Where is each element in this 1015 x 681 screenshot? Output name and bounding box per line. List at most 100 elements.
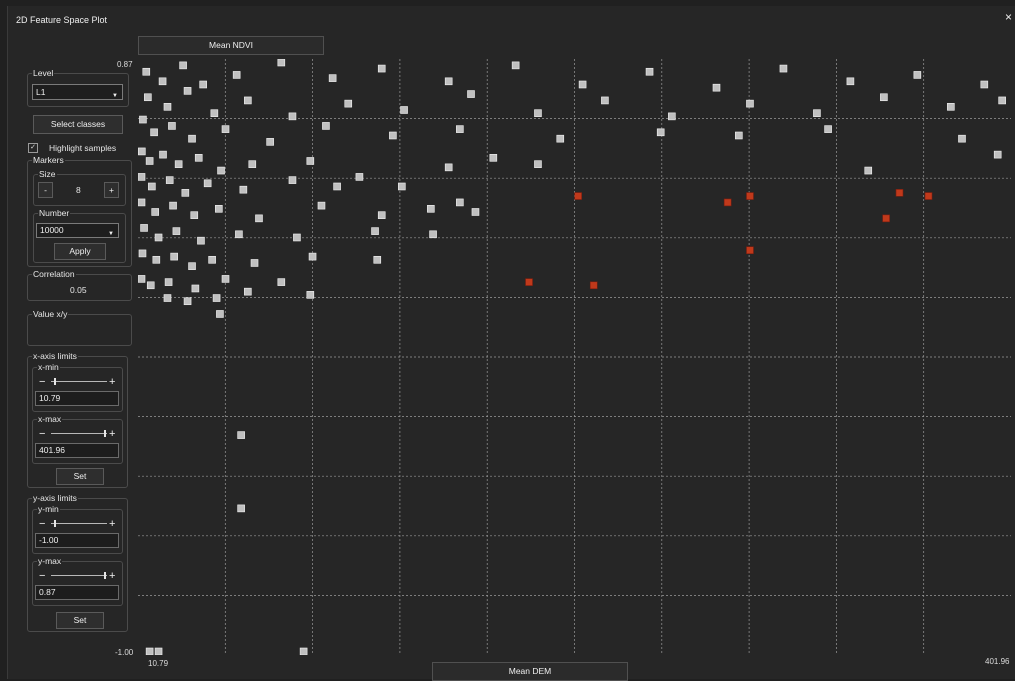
sample-point[interactable] bbox=[534, 109, 542, 117]
y-max-minus-icon[interactable]: − bbox=[39, 570, 46, 582]
sample-point[interactable] bbox=[489, 154, 498, 162]
sample-point[interactable] bbox=[534, 160, 542, 168]
sample-point[interactable] bbox=[288, 176, 297, 184]
sample-point[interactable] bbox=[221, 125, 230, 133]
sample-point[interactable] bbox=[779, 64, 788, 73]
sample-point[interactable] bbox=[333, 182, 341, 191]
sample-point[interactable] bbox=[389, 131, 397, 140]
highlighted-sample-point[interactable] bbox=[574, 192, 582, 200]
sample-point[interactable] bbox=[154, 233, 163, 242]
sample-point[interactable] bbox=[308, 252, 317, 261]
sample-point[interactable] bbox=[146, 281, 155, 290]
sample-point[interactable] bbox=[355, 173, 364, 181]
x-min-slider-thumb[interactable] bbox=[53, 378, 56, 385]
sample-point[interactable] bbox=[194, 154, 203, 162]
sample-point[interactable] bbox=[170, 252, 178, 261]
x-max-input[interactable]: 401.96 bbox=[35, 443, 119, 458]
sample-point[interactable] bbox=[746, 99, 754, 108]
sample-point[interactable] bbox=[255, 214, 263, 223]
sample-point[interactable] bbox=[293, 233, 301, 242]
marker-number-select[interactable]: 10000 ▼ bbox=[36, 223, 119, 238]
sample-point[interactable] bbox=[165, 176, 174, 184]
highlighted-sample-point[interactable] bbox=[895, 189, 904, 197]
sample-point[interactable] bbox=[163, 103, 172, 111]
highlighted-sample-point[interactable] bbox=[882, 214, 890, 223]
sample-point[interactable] bbox=[266, 138, 274, 146]
x-max-slider-track[interactable] bbox=[51, 433, 107, 434]
sample-point[interactable] bbox=[158, 77, 167, 86]
sample-point[interactable] bbox=[456, 198, 464, 207]
sample-point[interactable] bbox=[164, 278, 173, 286]
sample-point[interactable] bbox=[371, 227, 379, 235]
sample-point[interactable] bbox=[148, 182, 156, 191]
sample-point[interactable] bbox=[215, 204, 223, 213]
sample-point[interactable] bbox=[645, 67, 654, 76]
sample-point[interactable] bbox=[712, 83, 721, 92]
sample-point[interactable] bbox=[237, 431, 245, 439]
highlighted-sample-point[interactable] bbox=[924, 192, 933, 200]
sample-point[interactable] bbox=[306, 157, 315, 165]
sample-point[interactable] bbox=[221, 275, 230, 283]
highlighted-sample-point[interactable] bbox=[746, 246, 754, 255]
y-min-input[interactable]: -1.00 bbox=[35, 533, 119, 548]
sample-point[interactable] bbox=[668, 112, 676, 121]
sample-point[interactable] bbox=[958, 134, 966, 143]
sample-point[interactable] bbox=[168, 122, 176, 130]
sample-point[interactable] bbox=[203, 179, 212, 188]
sample-point[interactable] bbox=[163, 294, 172, 302]
highlighted-sample-point[interactable] bbox=[746, 192, 754, 200]
y-max-slider-track[interactable] bbox=[51, 575, 107, 576]
sample-point[interactable] bbox=[377, 64, 386, 73]
sample-point[interactable] bbox=[142, 67, 151, 76]
sample-point[interactable] bbox=[880, 93, 888, 102]
sample-point[interactable] bbox=[139, 115, 147, 124]
sample-point[interactable] bbox=[556, 134, 565, 143]
sample-point[interactable] bbox=[235, 230, 243, 239]
sample-point[interactable] bbox=[735, 131, 743, 140]
sample-point[interactable] bbox=[217, 166, 225, 175]
sample-point[interactable] bbox=[190, 211, 199, 219]
sample-point[interactable] bbox=[578, 80, 587, 89]
sample-point[interactable] bbox=[913, 71, 922, 79]
sample-point[interactable] bbox=[183, 297, 192, 306]
sample-point[interactable] bbox=[138, 198, 146, 207]
sample-point[interactable] bbox=[212, 294, 221, 302]
sample-point[interactable] bbox=[317, 201, 326, 210]
sample-point[interactable] bbox=[172, 227, 181, 235]
sample-point[interactable] bbox=[216, 310, 224, 318]
y-axis-feature-button[interactable]: Mean NDVI bbox=[138, 36, 324, 55]
sample-point[interactable] bbox=[980, 80, 989, 89]
x-limits-set-button[interactable]: Set bbox=[56, 468, 104, 485]
sample-point[interactable] bbox=[656, 128, 665, 137]
sample-point[interactable] bbox=[277, 278, 286, 286]
sample-point[interactable] bbox=[244, 96, 252, 105]
y-limits-set-button[interactable]: Set bbox=[56, 612, 104, 629]
sample-point[interactable] bbox=[239, 185, 248, 194]
sample-point[interactable] bbox=[400, 106, 408, 114]
sample-point[interactable] bbox=[471, 208, 480, 216]
x-min-minus-icon[interactable]: − bbox=[39, 376, 46, 388]
sample-point[interactable] bbox=[377, 211, 386, 219]
sample-point[interactable] bbox=[151, 208, 160, 216]
sample-point[interactable] bbox=[197, 236, 205, 245]
sample-point[interactable] bbox=[993, 150, 1002, 159]
sample-point[interactable] bbox=[181, 189, 190, 197]
sample-point[interactable] bbox=[159, 150, 167, 159]
highlighted-sample-point[interactable] bbox=[589, 281, 598, 290]
y-min-plus-icon[interactable]: + bbox=[109, 518, 116, 530]
sample-point[interactable] bbox=[138, 249, 147, 258]
y-max-slider-thumb[interactable] bbox=[104, 572, 107, 579]
sample-point[interactable] bbox=[183, 87, 192, 95]
sample-point[interactable] bbox=[191, 284, 200, 293]
highlighted-sample-point[interactable] bbox=[723, 198, 732, 207]
sample-point[interactable] bbox=[154, 647, 163, 655]
y-min-slider-track[interactable] bbox=[51, 523, 107, 524]
sample-point[interactable] bbox=[138, 147, 146, 156]
close-icon[interactable]: × bbox=[1004, 10, 1012, 24]
sample-point[interactable] bbox=[398, 182, 406, 191]
sample-point[interactable] bbox=[188, 134, 196, 143]
sample-point[interactable] bbox=[244, 287, 252, 296]
sample-point[interactable] bbox=[601, 96, 609, 105]
sample-point[interactable] bbox=[248, 160, 257, 168]
sample-point[interactable] bbox=[145, 157, 154, 165]
